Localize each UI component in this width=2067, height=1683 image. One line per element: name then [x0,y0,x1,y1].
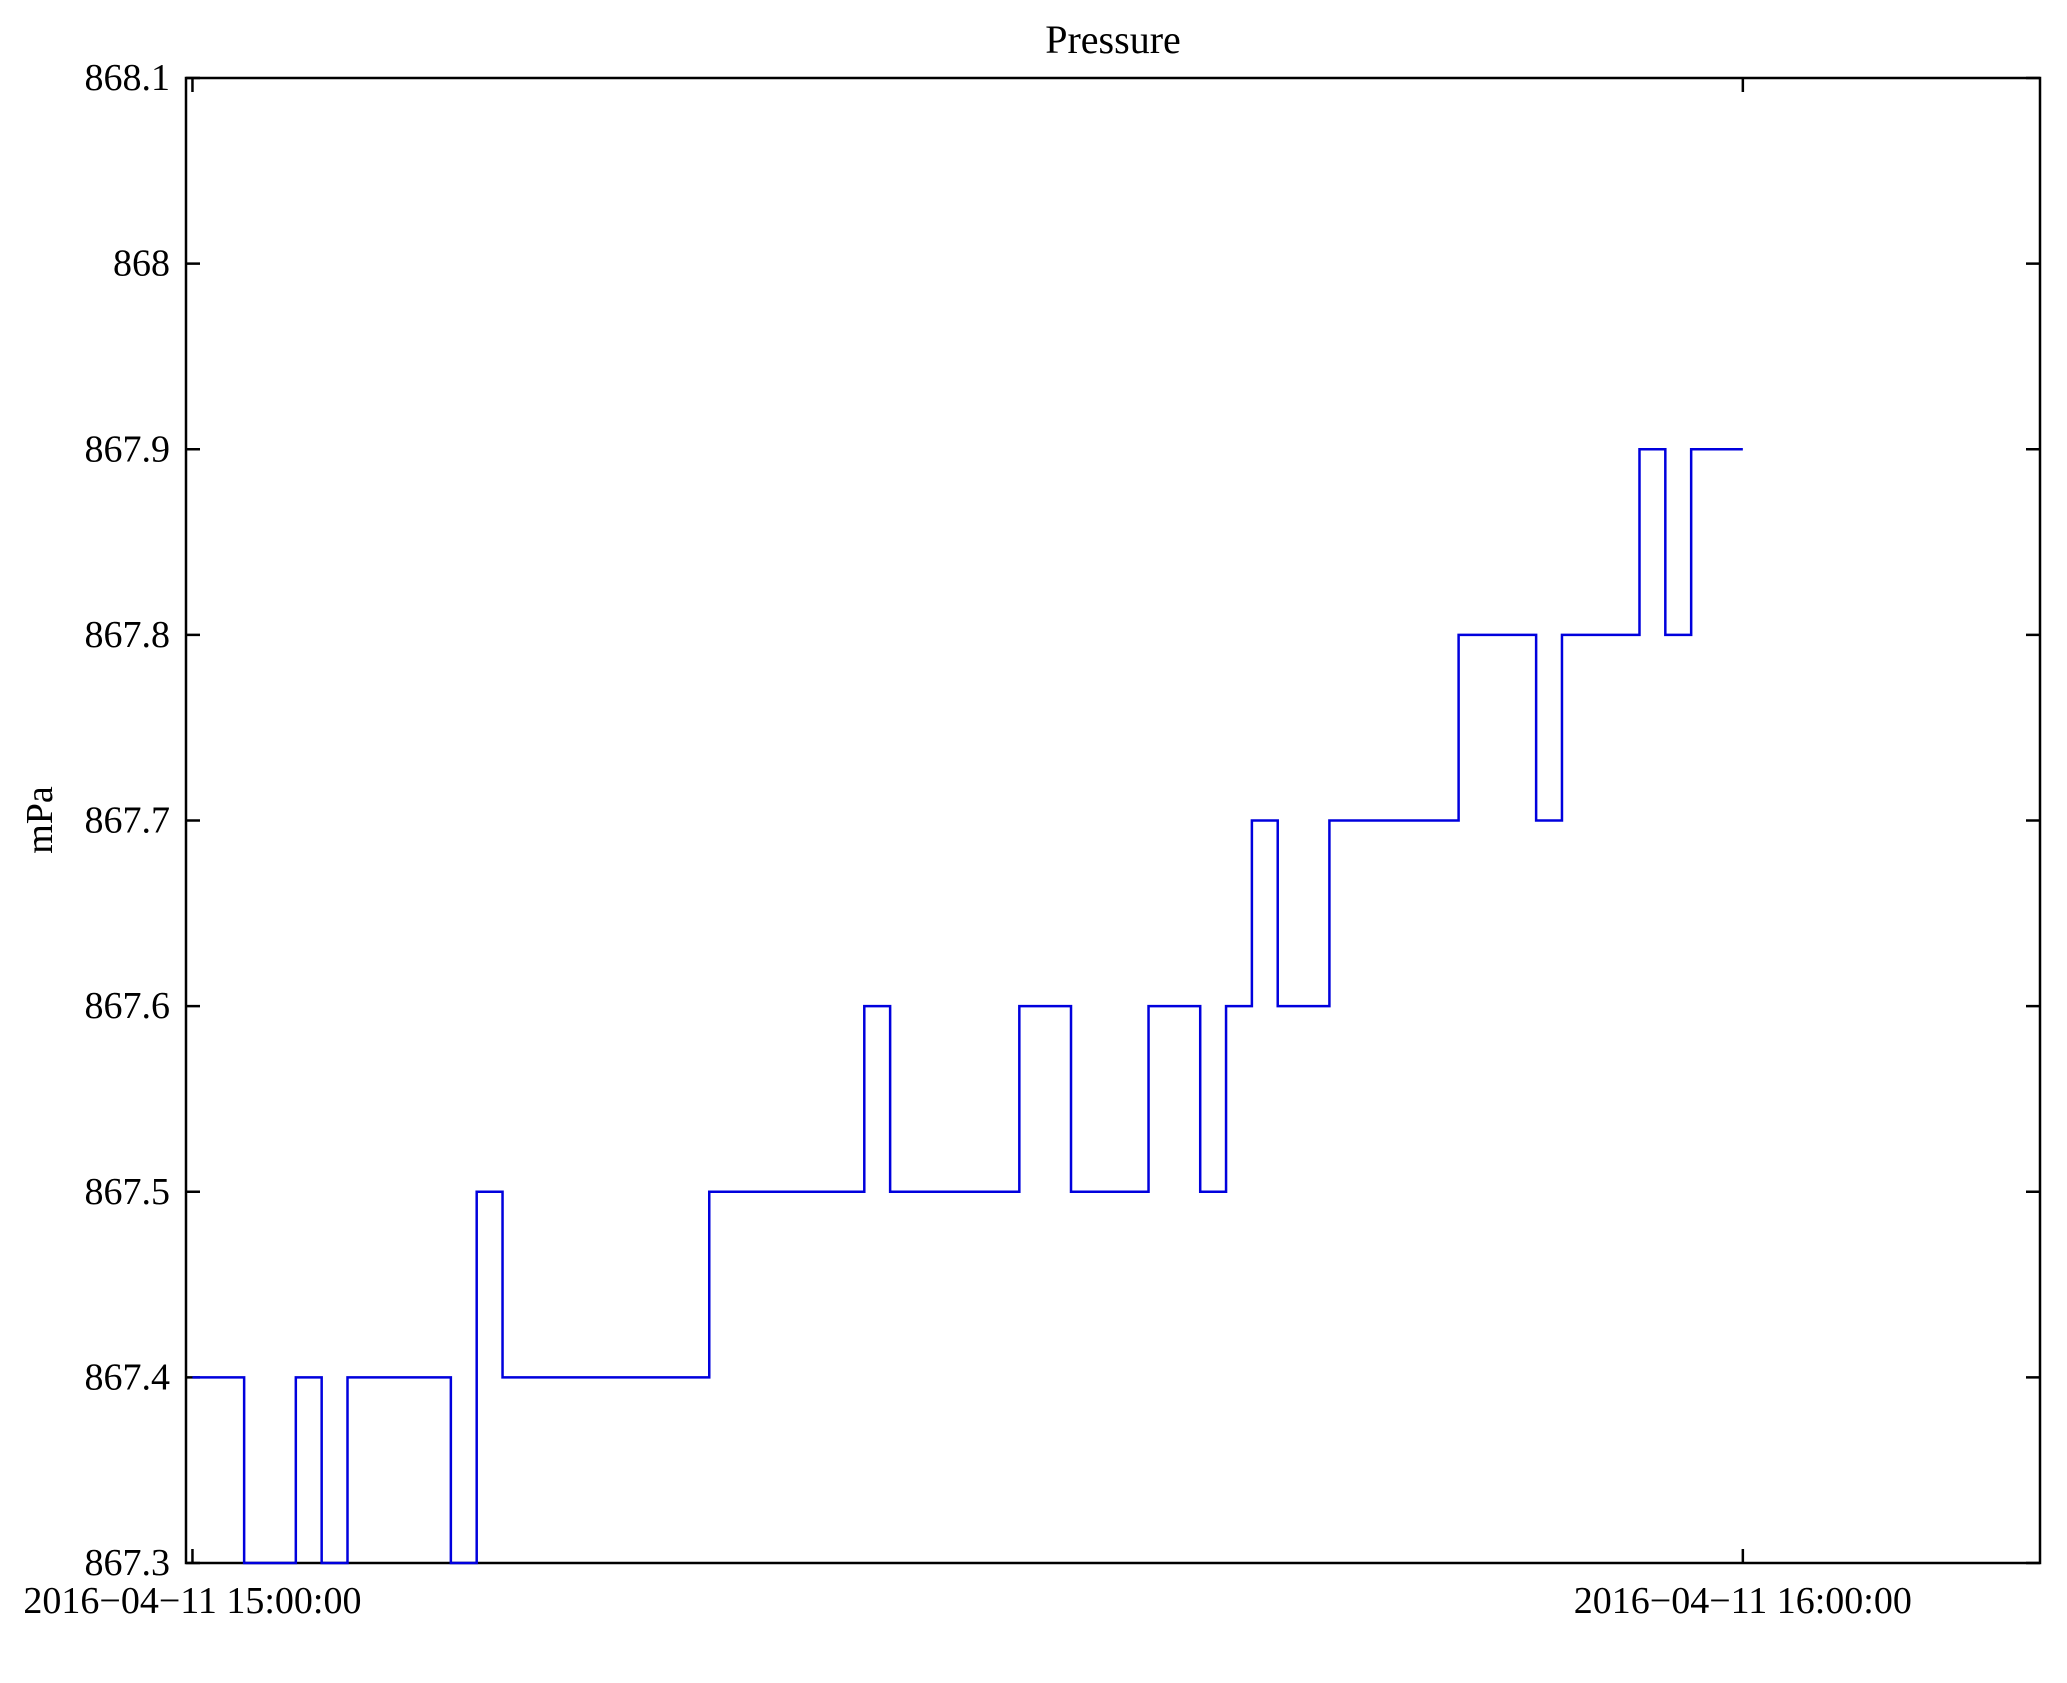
y-tick-label: 867.8 [85,614,171,656]
pressure-series-line [192,448,1743,1565]
chart-title: Pressure [1045,17,1181,62]
plot-box [184,76,2042,1565]
x-tick-label: 2016−04−11 15:00:00 [23,1580,361,1622]
y-tick-label: 867.6 [85,985,171,1027]
y-tick-label: 867.7 [85,800,171,842]
y-tick-label: 868.1 [85,57,171,99]
y-tick-label: 867.4 [85,1356,171,1398]
y-tick-label: 867.9 [85,428,171,470]
y-tick-label: 868 [113,243,170,285]
y-tick-label: 867.3 [85,1542,171,1584]
y-tick-label: 867.5 [85,1171,171,1213]
x-tick-label: 2016−04−11 16:00:00 [1574,1580,1912,1622]
